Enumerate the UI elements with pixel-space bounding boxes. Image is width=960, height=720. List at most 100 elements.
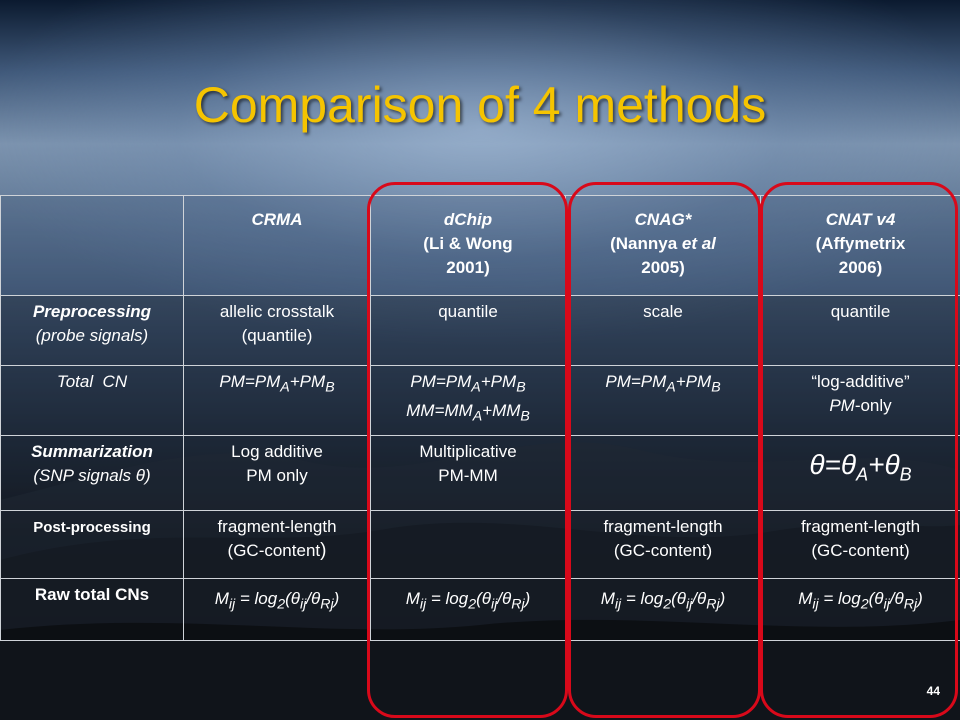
header-row: CRMA dChip (Li & Wong 2001) CNAG* (Nanny… xyxy=(0,195,960,296)
formula-sub: ij xyxy=(686,596,693,613)
cell-text: (GC-content) xyxy=(811,541,910,560)
formula-sub: ij xyxy=(419,596,427,613)
cell-preprocessing-crma: allelic crosstalk (quantile) xyxy=(183,295,371,366)
formula-sub: B xyxy=(520,408,530,425)
cell-text: allelic crosstalk xyxy=(219,302,335,321)
header-cnag: CNAG* (Nannya et al 2005) xyxy=(565,195,761,296)
cell-text: PM-MM xyxy=(438,466,498,485)
header-crma: CRMA xyxy=(183,195,371,296)
header-cnag-line1: CNAG* xyxy=(634,210,692,229)
cell-post-cnag: fragment-length (GC-content) xyxy=(565,510,761,579)
formula-part: M xyxy=(214,589,229,608)
cell-text: PM only xyxy=(246,466,308,485)
formula-sub: ij xyxy=(228,596,236,613)
header-cnat-line1: CNAT v4 xyxy=(825,210,896,229)
page-number: 44 xyxy=(926,684,940,698)
theta-formula: θ=θA+θB xyxy=(809,448,911,492)
cell-text: fragment-length xyxy=(603,517,723,536)
label-total-cn-text: Total CN xyxy=(56,372,128,391)
row-raw-total-cns: Raw total CNs Mij = log2(θij/θRj) Mij = … xyxy=(0,578,960,641)
cell-preprocessing-cnag: scale xyxy=(565,295,761,366)
cell-post-cnat: fragment-length (GC-content) xyxy=(760,510,960,579)
cell-total-cnat: “log-additive” PM-only xyxy=(760,365,960,436)
formula-sub: Rj xyxy=(320,596,334,613)
formula-part: θ xyxy=(502,589,512,608)
formula-part: θ xyxy=(840,449,857,480)
formula-part: +PM xyxy=(675,372,712,391)
cell-total-cnag: PM=PMA+PMB xyxy=(565,365,761,436)
formula-part: θ xyxy=(290,589,300,608)
formula-part: θ xyxy=(697,589,707,608)
formula-sub: A xyxy=(280,379,290,396)
cell-summarization-cnat: θ=θA+θB xyxy=(760,435,960,511)
formula-part: ( xyxy=(868,589,875,608)
cell-text: scale xyxy=(643,302,683,321)
cell-text: quantile xyxy=(830,302,891,321)
label-preprocessing: Preprocessing (probe signals) xyxy=(0,295,184,366)
cell-text: -only xyxy=(854,396,892,415)
label-summarization: Summarization (SNP signals θ) xyxy=(0,435,184,511)
formula-part: θ xyxy=(809,449,825,480)
formula-part: ) xyxy=(917,589,923,608)
formula-part: θ xyxy=(884,449,900,480)
cell-text: (GC-content xyxy=(227,541,321,560)
cell-preprocessing-dchip: quantile xyxy=(370,295,566,366)
cell-text: (quantile) xyxy=(241,326,313,345)
cell-summarization-dchip: Multiplicative PM-MM xyxy=(370,435,566,511)
header-cnat: CNAT v4 (Affymetrix 2006) xyxy=(760,195,960,296)
formula-part: = log xyxy=(426,589,469,608)
cell-raw-cnag: Mij = log2(θij/θRj) xyxy=(565,578,761,641)
formula-part: ( xyxy=(476,589,482,608)
formula-part: / xyxy=(306,589,312,608)
cell-post-crma: fragment-length (GC-content) xyxy=(183,510,371,579)
header-cnag-line3: 2005) xyxy=(641,258,685,277)
cell-text: “log-additive” xyxy=(811,372,910,391)
formula-part: M xyxy=(405,589,420,608)
cell-raw-cnat: Mij = log2(θij/θRj) xyxy=(760,578,960,641)
formula-part: +PM xyxy=(289,372,326,391)
header-empty-cell xyxy=(0,195,184,296)
label-postprocessing-text: Post-processing xyxy=(33,519,151,536)
formula-part: ) xyxy=(333,589,340,608)
formula-part: = log xyxy=(818,589,861,608)
formula-part: MM=MM xyxy=(406,401,473,421)
formula-part: / xyxy=(692,589,698,608)
formula-sub: ij xyxy=(491,596,498,613)
cell-text: Log additive xyxy=(231,442,323,461)
label-preprocessing-title: Preprocessing xyxy=(32,302,152,321)
label-summarization-title: Summarization xyxy=(31,442,153,461)
formula-sub: B xyxy=(516,379,526,396)
label-summarization-sub: (SNP signals θ) xyxy=(33,466,151,485)
formula-sub: ij xyxy=(883,596,890,613)
formula-part: PM=PM xyxy=(219,372,281,391)
cell-text: (GC-content) xyxy=(613,541,713,560)
comparison-table: CRMA dChip (Li & Wong 2001) CNAG* (Nanny… xyxy=(0,195,960,641)
header-dchip-line1: dChip xyxy=(443,210,493,229)
formula-sub: 2 xyxy=(663,596,672,613)
row-preprocessing: Preprocessing (probe signals) allelic cr… xyxy=(0,295,960,366)
formula-sub: A xyxy=(856,464,869,485)
cell-total-dchip: PM=PMA+PMB MM=MMA+MMB xyxy=(370,365,566,436)
header-cnat-line3: 2006) xyxy=(838,258,883,277)
header-dchip-line3: 2001) xyxy=(446,258,490,277)
label-raw-text: Raw total CNs xyxy=(34,585,150,604)
formula-part: = xyxy=(824,449,841,480)
header-cnag-line2: (Nannya xyxy=(610,234,682,253)
row-postprocessing: Post-processing fragment-length (GC-cont… xyxy=(0,510,960,579)
formula-sub: A xyxy=(471,379,481,396)
formula-sub: Rj xyxy=(706,596,720,613)
formula-part: ) xyxy=(719,589,726,608)
slide-title: Comparison of 4 methods xyxy=(193,77,767,133)
formula-sub: B xyxy=(325,379,335,396)
formula-part: M xyxy=(798,589,813,608)
formula-part: / xyxy=(889,589,895,608)
cell-total-crma: PM=PMA+PMB xyxy=(183,365,371,436)
cell-summarization-crma: Log additive PM only xyxy=(183,435,371,511)
formula-part: +MM xyxy=(482,401,521,421)
label-total-cn: Total CN xyxy=(0,365,184,436)
cell-text: ) xyxy=(320,540,327,561)
formula-sub: A xyxy=(472,408,483,425)
formula-part: ( xyxy=(285,589,291,608)
cell-summarization-cnag xyxy=(565,435,761,511)
header-crma-label: CRMA xyxy=(251,210,303,229)
